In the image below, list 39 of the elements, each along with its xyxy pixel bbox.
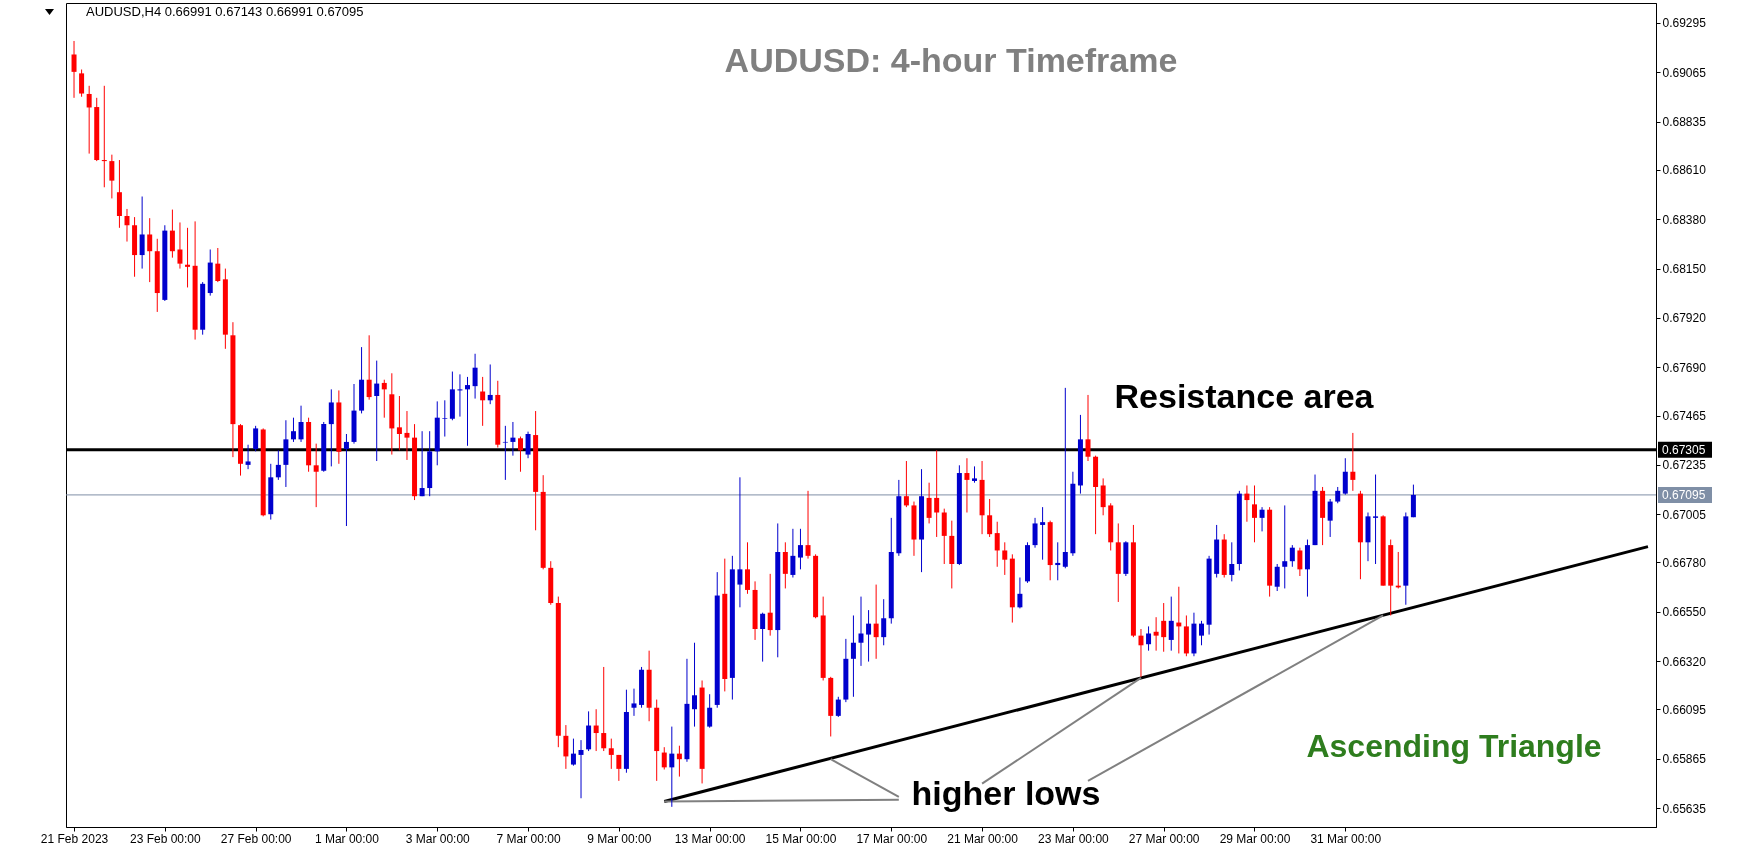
- y-tick-label: 0.66320: [1662, 654, 1707, 669]
- annotation: AUDUSD,H4 0.66991 0.67143 0.66991 0.67095: [86, 4, 364, 19]
- y-tick-label: 0.66780: [1662, 555, 1707, 570]
- x-tick-label: 23 Mar 00:00: [1038, 831, 1110, 846]
- ref-line-label: 0.67095: [1662, 487, 1706, 502]
- y-tick-label: 0.68610: [1662, 163, 1707, 178]
- y-tick-label: 0.67465: [1662, 409, 1707, 424]
- x-tick-label: 1 Mar 00:00: [314, 831, 380, 846]
- annotation: higher lows: [911, 774, 1101, 812]
- y-tick-label: 0.67920: [1662, 311, 1707, 326]
- x-tick-label: 9 Mar 00:00: [587, 831, 652, 846]
- y-tick-label: 0.67235: [1662, 458, 1707, 473]
- text: AUDUSD: 4-hour Timeframe: [724, 41, 1178, 79]
- annotation: Ascending Triangle: [1306, 728, 1602, 764]
- ref-line-label: 0.67305: [1662, 442, 1706, 457]
- x-tick-label: 29 Mar 00:00: [1219, 831, 1291, 846]
- y-tick-label: 0.69065: [1662, 65, 1707, 80]
- y-tick-label: 0.66550: [1662, 605, 1707, 620]
- x-tick-label: 3 Mar 00:00: [405, 831, 471, 846]
- x-tick-label: 27 Feb 00:00: [220, 831, 292, 846]
- x-tick-label: 27 Mar 00:00: [1128, 831, 1200, 846]
- x-tick-label: 17 Mar 00:00: [856, 831, 928, 846]
- x-tick-label: 7 Mar 00:00: [496, 831, 561, 846]
- x-tick-label: 13 Mar 00:00: [674, 831, 746, 846]
- y-tick-label: 0.65865: [1662, 752, 1707, 767]
- y-tick-label: 0.68835: [1662, 115, 1707, 130]
- x-tick-label: 23 Feb 00:00: [129, 831, 202, 846]
- y-tick-label: 0.67690: [1662, 360, 1707, 375]
- y-tick-label: 0.67005: [1662, 507, 1707, 522]
- y-tick-label: 0.68150: [1662, 262, 1707, 277]
- x-tick-label: 15 Mar 00:00: [765, 831, 837, 846]
- x-tick-label: 31 Mar 00:00: [1310, 831, 1382, 846]
- y-tick-label: 0.68380: [1662, 212, 1707, 227]
- x-tick-label: 21 Mar 00:00: [947, 831, 1019, 846]
- x-tick-label: 21 Feb 2023: [40, 831, 109, 846]
- y-tick-label: 0.65635: [1662, 801, 1707, 816]
- y-tick-label: 0.66095: [1662, 702, 1707, 717]
- annotation: Resistance area: [1114, 377, 1375, 415]
- y-tick-label: 0.69295: [1662, 16, 1707, 31]
